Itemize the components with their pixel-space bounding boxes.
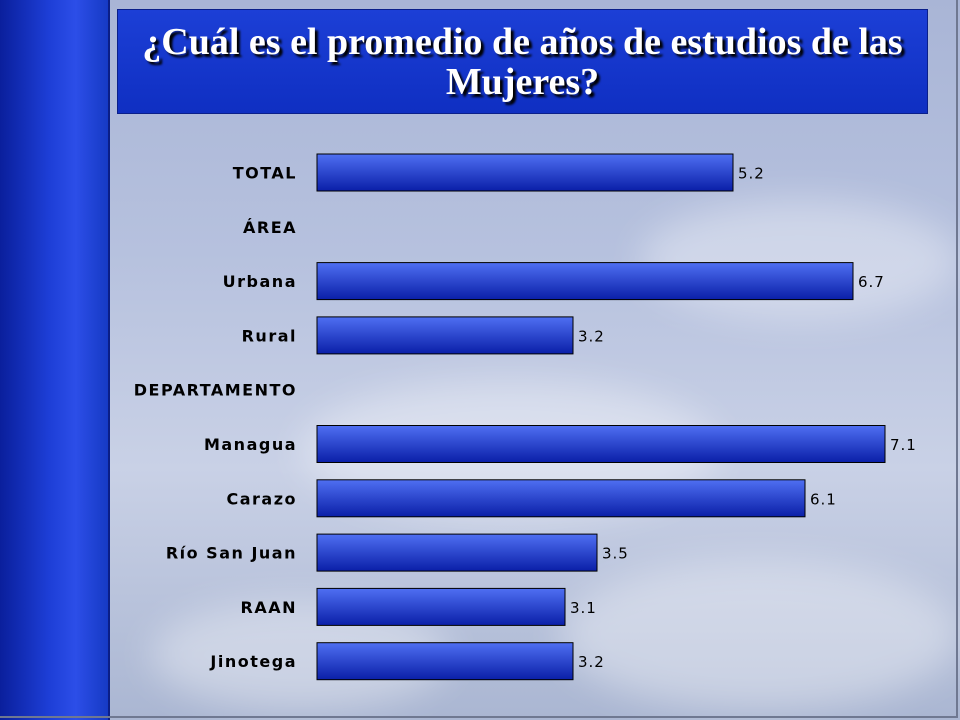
bar (316, 642, 574, 681)
category-label: TOTAL (233, 164, 297, 183)
category-label: Jinotega (209, 652, 297, 671)
category-label: Managua (204, 435, 297, 454)
category-label: Carazo (226, 489, 297, 508)
bar (316, 153, 734, 192)
value-label: 6.1 (810, 490, 837, 508)
category-label: Río San Juan (166, 544, 297, 563)
bar (316, 425, 886, 463)
bar (316, 587, 566, 626)
category-label: ÁREA (243, 218, 297, 237)
category-label: RAAN (241, 598, 297, 617)
category-label: Rural (242, 326, 297, 345)
category-label: DEPARTAMENTO (134, 381, 297, 400)
value-label: 3.2 (578, 327, 605, 345)
value-label: 3.5 (602, 545, 629, 563)
cloud (560, 560, 960, 710)
bar (316, 316, 574, 355)
value-label: 5.2 (738, 165, 765, 183)
left-blue-band (0, 0, 110, 720)
bar (316, 479, 806, 518)
value-label: 3.1 (570, 599, 597, 617)
title-banner: ¿Cuál es el promedio de años de estudios… (117, 9, 928, 114)
value-label: 3.2 (578, 653, 605, 671)
value-label: 7.1 (890, 436, 917, 454)
bar (316, 262, 854, 301)
slide-title: ¿Cuál es el promedio de años de estudios… (142, 20, 903, 103)
bar (316, 533, 598, 572)
category-label: Urbana (223, 272, 297, 291)
value-label: 6.7 (858, 273, 885, 291)
